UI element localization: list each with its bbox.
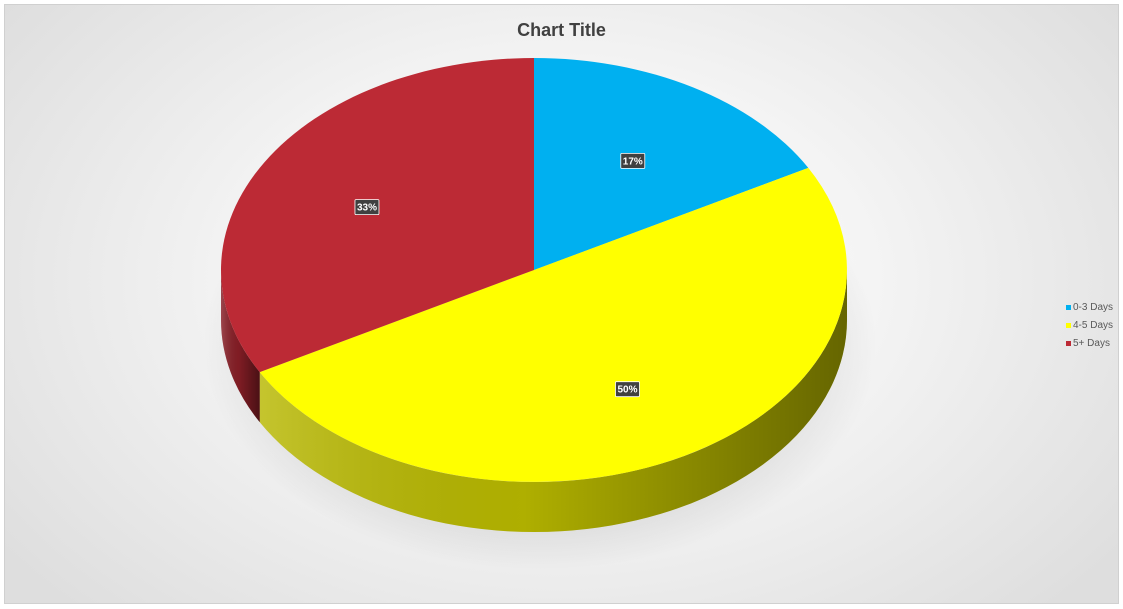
legend-label: 5+ Days xyxy=(1073,337,1110,349)
legend-item: 0-3 Days xyxy=(1066,298,1113,316)
legend-swatch xyxy=(1066,322,1071,328)
legend-item: 4-5 Days xyxy=(1066,316,1113,334)
data-label: 17% xyxy=(623,156,643,167)
legend-swatch xyxy=(1066,340,1071,346)
pie-slice xyxy=(534,58,809,270)
data-label-box xyxy=(354,199,380,215)
legend-label: 0-3 Days xyxy=(1073,301,1114,313)
data-label-box xyxy=(615,381,640,398)
pie-side-shading xyxy=(259,270,847,532)
legend-label: 4-5 Days xyxy=(1073,319,1114,331)
data-label: 50% xyxy=(617,385,637,396)
data-label: 33% xyxy=(357,203,377,214)
legend-item: 5+ Days xyxy=(1066,334,1113,352)
pie-slice xyxy=(259,167,847,482)
data-label-box xyxy=(620,152,646,169)
chart-legend: 0-3 Days 4-5 Days 5+ Days xyxy=(1066,298,1113,352)
legend-swatch xyxy=(1066,304,1071,310)
chart-title: Chart Title xyxy=(517,20,606,40)
pie-slice xyxy=(221,58,534,373)
pie-side-shading xyxy=(221,270,260,423)
